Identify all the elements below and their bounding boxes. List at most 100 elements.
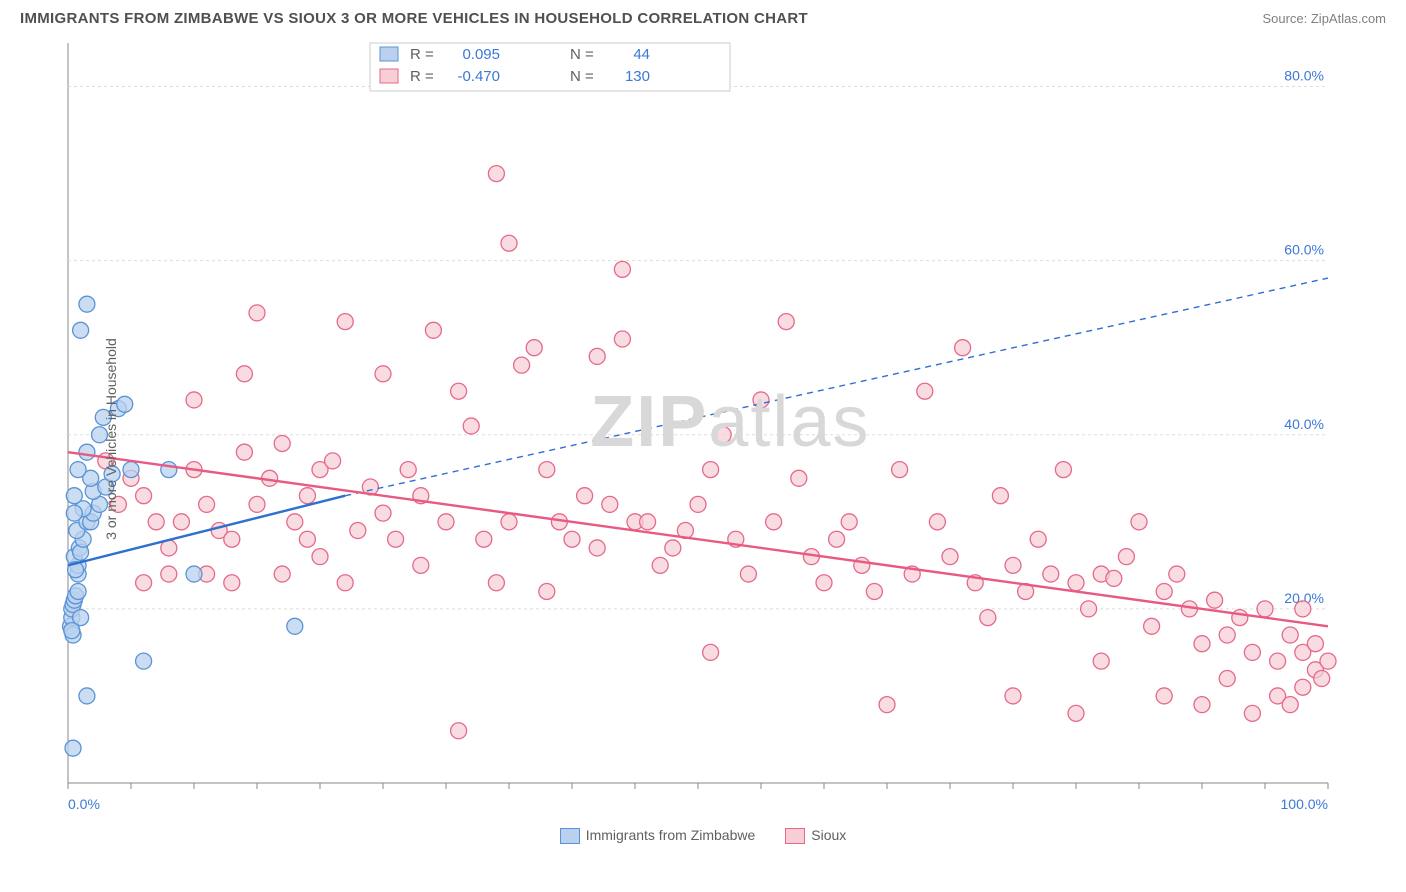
data-point: [274, 435, 290, 451]
svg-text:R =: R =: [410, 68, 434, 85]
data-point: [614, 331, 630, 347]
data-point: [1093, 653, 1109, 669]
data-point: [249, 305, 265, 321]
data-point: [1282, 627, 1298, 643]
data-point: [1118, 549, 1134, 565]
svg-text:-0.470: -0.470: [457, 68, 500, 85]
data-point: [299, 531, 315, 547]
data-point: [564, 531, 580, 547]
data-point: [1194, 697, 1210, 713]
data-point: [161, 462, 177, 478]
data-point: [375, 505, 391, 521]
data-point: [199, 496, 215, 512]
data-point: [929, 514, 945, 530]
data-point: [1207, 592, 1223, 608]
data-point: [1314, 671, 1330, 687]
data-point: [79, 296, 95, 312]
data-point: [577, 488, 593, 504]
data-point: [866, 583, 882, 599]
data-point: [690, 496, 706, 512]
data-point: [791, 470, 807, 486]
data-point: [1156, 583, 1172, 599]
data-point: [602, 496, 618, 512]
data-point: [665, 540, 681, 556]
data-point: [652, 557, 668, 573]
data-point: [66, 505, 82, 521]
legend-label: Immigrants from Zimbabwe: [586, 827, 756, 843]
svg-text:0.0%: 0.0%: [68, 796, 100, 812]
svg-text:40.0%: 40.0%: [1284, 416, 1324, 432]
data-point: [476, 531, 492, 547]
data-point: [740, 566, 756, 582]
data-point: [1244, 644, 1260, 660]
data-point: [400, 462, 416, 478]
data-point: [766, 514, 782, 530]
data-point: [249, 496, 265, 512]
trend-line-extrapolated: [345, 278, 1328, 496]
svg-text:130: 130: [625, 68, 650, 85]
data-point: [1005, 688, 1021, 704]
data-point: [1055, 462, 1071, 478]
svg-text:N =: N =: [570, 46, 594, 63]
data-point: [640, 514, 656, 530]
svg-text:60.0%: 60.0%: [1284, 242, 1324, 258]
data-point: [1307, 636, 1323, 652]
data-point: [614, 261, 630, 277]
data-point: [161, 566, 177, 582]
data-point: [224, 575, 240, 591]
scatter-chart: 20.0%40.0%60.0%80.0%0.0%100.0%R =0.095N …: [20, 33, 1340, 823]
data-point: [236, 366, 252, 382]
data-point: [70, 462, 86, 478]
data-point: [854, 557, 870, 573]
data-point: [136, 488, 152, 504]
legend-bottom: Immigrants from Zimbabwe Sioux: [20, 827, 1386, 844]
trend-line: [68, 452, 1328, 626]
data-point: [123, 462, 139, 478]
legend-swatch: [785, 828, 805, 844]
data-point: [287, 514, 303, 530]
data-point: [224, 531, 240, 547]
data-point: [992, 488, 1008, 504]
data-point: [1194, 636, 1210, 652]
data-point: [1244, 705, 1260, 721]
data-point: [79, 688, 95, 704]
y-axis-label: 3 or more Vehicles in Household: [103, 338, 119, 540]
data-point: [65, 740, 81, 756]
data-point: [438, 514, 454, 530]
svg-text:44: 44: [633, 46, 650, 63]
data-point: [136, 575, 152, 591]
data-point: [425, 322, 441, 338]
data-point: [1030, 531, 1046, 547]
data-point: [917, 383, 933, 399]
legend-top: R =0.095N =44R =-0.470N =130: [370, 43, 730, 91]
data-point: [325, 453, 341, 469]
data-point: [117, 396, 133, 412]
data-point: [589, 540, 605, 556]
data-point: [299, 488, 315, 504]
data-point: [703, 462, 719, 478]
data-point: [526, 340, 542, 356]
data-point: [1219, 671, 1235, 687]
data-point: [1270, 653, 1286, 669]
data-point: [1219, 627, 1235, 643]
data-point: [955, 340, 971, 356]
data-point: [388, 531, 404, 547]
data-point: [350, 523, 366, 539]
data-point: [375, 366, 391, 382]
data-point: [841, 514, 857, 530]
svg-text:0.095: 0.095: [462, 46, 500, 63]
data-point: [501, 514, 517, 530]
data-point: [980, 610, 996, 626]
data-point: [337, 314, 353, 330]
data-point: [1282, 697, 1298, 713]
data-point: [488, 166, 504, 182]
data-point: [1169, 566, 1185, 582]
svg-text:R =: R =: [410, 46, 434, 63]
data-point: [501, 235, 517, 251]
legend-item: Sioux: [785, 827, 846, 844]
data-point: [79, 444, 95, 460]
data-point: [1144, 618, 1160, 634]
data-point: [1081, 601, 1097, 617]
data-point: [413, 557, 429, 573]
data-point: [514, 357, 530, 373]
